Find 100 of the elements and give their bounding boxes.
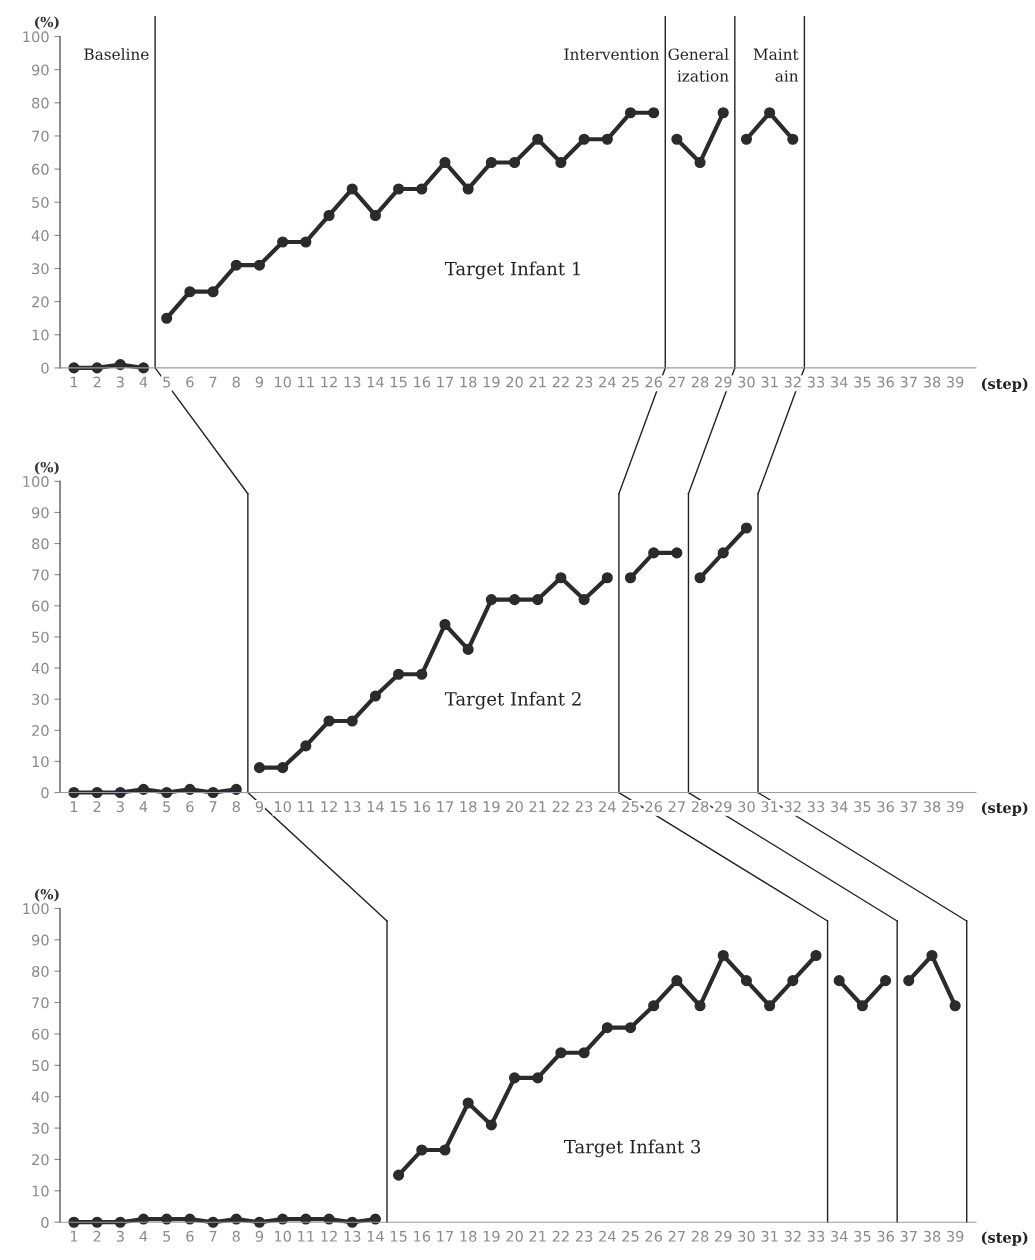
point (949, 1000, 961, 1012)
x-tick-label: 1 (70, 801, 78, 812)
x-tick-label: 14 (367, 801, 384, 812)
point (253, 762, 266, 774)
x-tick-label: 24 (599, 376, 616, 388)
point (532, 594, 544, 606)
y-tick-label: 20 (32, 296, 49, 308)
point (555, 156, 567, 169)
x-tick-label: 15 (390, 801, 407, 813)
point (369, 1213, 381, 1225)
ref-line-label: Intervention (564, 48, 660, 60)
point (277, 1213, 289, 1225)
point (555, 572, 567, 584)
point (462, 1097, 474, 1109)
x-tick-label: 25 (622, 1230, 639, 1242)
x-tick-label: 8 (232, 801, 240, 813)
point (323, 209, 335, 222)
y-tick-label: 50 (32, 631, 49, 643)
x-tick-label: 31 (761, 1230, 778, 1242)
point (253, 259, 266, 271)
ref-line-label: Maint ain (753, 48, 799, 82)
x-tick-label: 22 (552, 1230, 569, 1242)
x-tick-label: 4 (139, 1230, 148, 1242)
point (648, 1000, 660, 1012)
point (508, 1072, 521, 1084)
point (810, 949, 822, 962)
y-tick-label: 50 (32, 196, 49, 208)
y-tick-label: 70 (32, 569, 49, 581)
point (601, 572, 613, 584)
x-tick-label: 25 (622, 376, 639, 388)
x-tick-label: 36 (877, 801, 894, 813)
point (740, 522, 752, 534)
x-tick-label: 29 (715, 376, 732, 388)
x-tick-label: 26 (645, 376, 663, 388)
x-tick-label: 22 (552, 376, 569, 388)
point (485, 594, 497, 606)
x-tick-label: 7 (209, 1230, 217, 1242)
x-tick-label: 27 (668, 801, 685, 812)
x-tick-label: 37 (900, 1230, 917, 1242)
x-tick-label: 13 (344, 801, 361, 813)
y-tick-label: 60 (32, 163, 49, 175)
x-tick-label: 39 (946, 801, 964, 813)
x-tick-label: 6 (186, 1230, 194, 1242)
x-tick-label: 36 (877, 376, 894, 388)
point (207, 286, 219, 298)
y-tick-label: 0 (41, 787, 49, 799)
x-tick-label: 2 (93, 376, 101, 388)
ref-line-label: Baseline (84, 48, 149, 60)
x-tick-label: 10 (274, 376, 291, 388)
x-tick-label: 34 (831, 1230, 848, 1242)
y-tick-label: 10 (32, 756, 49, 768)
point (439, 1144, 451, 1156)
x-tick-label: 19 (483, 376, 500, 388)
point (462, 643, 474, 655)
y-tick-label: 70 (32, 997, 49, 1009)
annotation: Target Infant 2 (444, 691, 581, 710)
x-tick-label: 12 (321, 376, 337, 388)
x-tick-label: 19 (483, 801, 500, 813)
point (764, 107, 776, 119)
point (694, 572, 706, 584)
x-tick-label: 38 (923, 376, 941, 388)
point (439, 618, 451, 631)
x-tick-label: 33 (807, 1230, 825, 1242)
x-tick-label: 36 (877, 1230, 894, 1242)
x-tick-label: 6 (186, 801, 194, 813)
x-tick-label: 34 (831, 376, 848, 388)
x-tick-label: 25 (622, 801, 639, 813)
point (601, 1022, 613, 1034)
point (137, 783, 150, 795)
point (717, 949, 729, 962)
point (393, 1169, 405, 1181)
x-tick-label: 33 (807, 801, 825, 813)
x-tick-label: 28 (691, 1230, 709, 1242)
y-tick-label: 10 (32, 1185, 49, 1197)
y-tick-label: 40 (31, 230, 49, 242)
x-tick-label: 5 (163, 376, 171, 388)
x-tick-label: 14 (367, 376, 384, 388)
x-tick-label: 7 (209, 376, 217, 388)
point (856, 1000, 868, 1012)
point (137, 1213, 150, 1225)
x-tick-label: 16 (414, 1230, 431, 1242)
point (880, 975, 892, 987)
point (578, 1047, 590, 1059)
point (508, 594, 521, 606)
x-tick-label: 32 (784, 1230, 801, 1242)
point (369, 209, 381, 222)
point (369, 690, 381, 702)
point (277, 236, 289, 248)
x-tick-label: 32 (784, 801, 801, 813)
point (184, 783, 196, 795)
point (416, 1144, 428, 1156)
x-tick-label: 7 (209, 801, 217, 812)
y-tick-label: 30 (32, 263, 49, 275)
x-tick-label: 23 (575, 1230, 593, 1242)
point (764, 1000, 776, 1012)
x-tick-label: 6 (186, 376, 194, 388)
x-tick-label: 33 (807, 376, 825, 388)
x-tick-label: 38 (923, 801, 941, 813)
x-tick-label: 10 (274, 801, 291, 813)
point (230, 259, 242, 271)
